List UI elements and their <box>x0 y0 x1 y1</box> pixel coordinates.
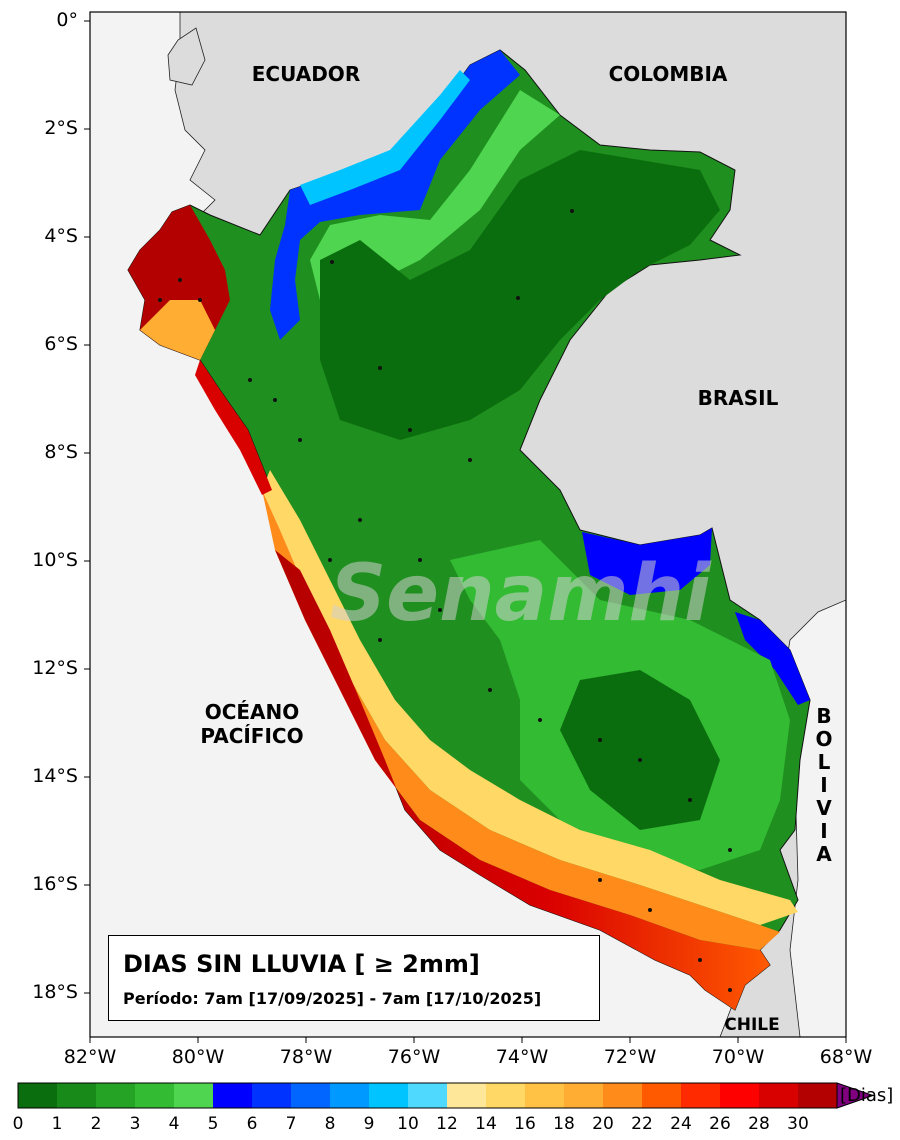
colorbar-tick-label: 1 <box>51 1114 63 1134</box>
y-tick-label: 12°S <box>32 657 78 679</box>
central-dark-green <box>560 670 720 830</box>
label-bolivia-letter: A <box>816 842 832 866</box>
colorbar-cell <box>18 1083 57 1108</box>
x-tick-label: 74°W <box>495 1046 549 1068</box>
senamhi-watermark: Senamhi <box>330 549 712 639</box>
y-tick-label: 6°S <box>44 333 78 355</box>
east-blue-lobe <box>582 528 712 595</box>
coast-yellow-band <box>262 470 798 925</box>
colorbar-cell <box>603 1083 642 1108</box>
y-tick-label: 18°S <box>32 981 78 1003</box>
tick-marks <box>84 20 847 1043</box>
station-dots <box>158 209 732 992</box>
colorbar-tick-label: 10 <box>397 1114 419 1134</box>
east-blue-strip <box>735 612 810 705</box>
colorbar-cell <box>642 1083 681 1108</box>
colorbar-tick-label: 24 <box>670 1114 692 1134</box>
north-light-green <box>310 90 560 300</box>
colorbar-tick-label: 2 <box>90 1114 102 1134</box>
colorbar-cell <box>447 1083 486 1108</box>
label-brasil: BRASIL <box>697 386 779 410</box>
colorbar-tick-label: 3 <box>129 1114 141 1134</box>
colorbar-cell <box>798 1083 837 1108</box>
colorbar-tick-label: 14 <box>475 1114 497 1134</box>
y-tick-label: 4°S <box>44 225 78 247</box>
colorbar-cell <box>174 1083 213 1108</box>
colorbar-outline <box>17 1082 838 1109</box>
map-frame <box>89 11 847 1038</box>
colorbar <box>17 1082 875 1109</box>
colorbar-units: [Dias] <box>840 1085 894 1106</box>
legend-title: DIAS SIN LLUVIA [ ≥ 2mm] <box>123 950 480 978</box>
colorbar-cell <box>408 1083 447 1108</box>
colorbar-tick-label: 18 <box>553 1114 575 1134</box>
x-tick-label: 80°W <box>171 1046 225 1068</box>
colorbar-cell <box>681 1083 720 1108</box>
north-coast-orange <box>140 300 215 360</box>
y-tick-label: 10°S <box>32 549 78 571</box>
y-tick-label: 2°S <box>44 117 78 139</box>
colorbar-tick-label: 7 <box>285 1114 297 1134</box>
x-tick-label: 76°W <box>387 1046 441 1068</box>
x-tick-label: 82°W <box>63 1046 117 1068</box>
colorbar-cell <box>486 1083 525 1108</box>
colorbar-tick-label: 20 <box>592 1114 614 1134</box>
colorbar-tick-label: 28 <box>748 1114 770 1134</box>
colorbar-cell <box>135 1083 174 1108</box>
north-cyan-band <box>300 70 470 205</box>
colorbar-cell <box>96 1083 135 1108</box>
colorbar-tick-label: 9 <box>363 1114 375 1134</box>
colorbar-tick-label: 16 <box>514 1114 536 1134</box>
label-bolivia-letter: B <box>816 704 832 728</box>
colorbar-tick-label: 5 <box>207 1114 219 1134</box>
legend-box: DIAS SIN LLUVIA [ ≥ 2mm] Período: 7am [1… <box>108 935 600 1021</box>
x-tick-label: 72°W <box>603 1046 657 1068</box>
x-tick-label: 68°W <box>819 1046 873 1068</box>
colorbar-cell <box>252 1083 291 1108</box>
x-tick-label: 78°W <box>279 1046 333 1068</box>
colorbar-cell <box>525 1083 564 1108</box>
colorbar-tick-label: 8 <box>324 1114 336 1134</box>
label-oceano: OCÉANO PACÍFICO <box>186 700 318 748</box>
north-blue-band <box>270 50 520 340</box>
colorbar-cell <box>291 1083 330 1108</box>
colorbar-cell <box>720 1083 759 1108</box>
y-tick-label: 0° <box>56 9 78 31</box>
colorbar-cell <box>564 1083 603 1108</box>
label-chile: CHILE <box>724 1015 780 1035</box>
coast-red-zone <box>275 550 770 1010</box>
label-ecuador: ECUADOR <box>251 62 361 86</box>
label-oceano-line1: OCÉANO <box>204 700 300 724</box>
colorbar-tick-label: 0 <box>12 1114 24 1134</box>
colorbar-cell <box>369 1083 408 1108</box>
label-bolivia-letter: L <box>817 750 831 774</box>
colorbar-tick-label: 26 <box>709 1114 731 1134</box>
label-bolivia: B O L I V I A <box>812 705 836 866</box>
north-dark-green <box>320 150 720 440</box>
colorbar-cell <box>330 1083 369 1108</box>
colorbar-tick-label: 22 <box>631 1114 653 1134</box>
ecuador-coast <box>167 27 206 86</box>
label-bolivia-letter: O <box>815 727 833 751</box>
x-tick-label: 70°W <box>711 1046 765 1068</box>
label-bolivia-letter: V <box>816 796 832 820</box>
colorbar-tick-label: 6 <box>246 1114 258 1134</box>
colorbar-cell <box>213 1083 252 1108</box>
label-colombia: COLOMBIA <box>608 62 728 86</box>
colorbar-tick-label: 30 <box>787 1114 809 1134</box>
colorbar-tick-label: 4 <box>168 1114 180 1134</box>
label-bolivia-letter: I <box>820 819 828 843</box>
legend-period: Período: 7am [17/09/2025] - 7am [17/10/2… <box>123 989 542 1008</box>
y-tick-label: 8°S <box>44 441 78 463</box>
colorbar-cell <box>57 1083 96 1108</box>
y-tick-label: 16°S <box>32 873 78 895</box>
y-tick-label: 14°S <box>32 765 78 787</box>
northwest-red-strip <box>195 360 272 495</box>
label-oceano-line2: PACÍFICO <box>200 724 304 748</box>
label-bolivia-letter: I <box>820 773 828 797</box>
colorbar-cell <box>759 1083 798 1108</box>
colorbar-tick-label: 12 <box>436 1114 458 1134</box>
